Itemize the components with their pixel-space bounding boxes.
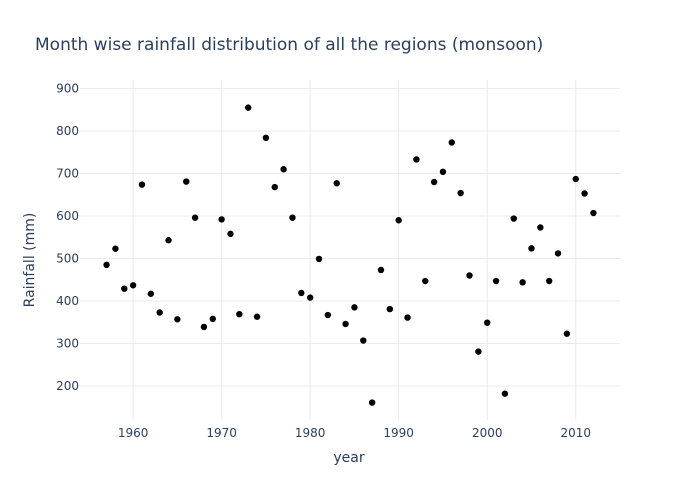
data-point[interactable]: [413, 156, 420, 163]
data-point[interactable]: [439, 168, 447, 175]
data-point[interactable]: [165, 237, 172, 244]
data-point[interactable]: [537, 224, 544, 231]
data-point[interactable]: [404, 314, 411, 321]
data-point[interactable]: [236, 310, 243, 318]
data-point[interactable]: [156, 309, 163, 316]
data-points: [103, 104, 597, 406]
data-point[interactable]: [475, 348, 482, 355]
data-point[interactable]: [191, 214, 199, 221]
data-point[interactable]: [360, 337, 367, 344]
data-point[interactable]: [333, 180, 340, 187]
x-tick-label: 2000: [472, 426, 503, 440]
data-point[interactable]: [377, 266, 385, 274]
y-tick-label: 800: [56, 124, 79, 138]
data-point[interactable]: [271, 183, 278, 191]
x-axis-ticks: 1960 1970 1980 1990 2000 2010: [118, 426, 591, 440]
data-point[interactable]: [448, 139, 456, 146]
data-point[interactable]: [138, 181, 146, 188]
y-axis-title: Rainfall (mm): [22, 213, 38, 308]
data-point[interactable]: [457, 189, 464, 197]
data-point[interactable]: [351, 304, 358, 311]
data-point[interactable]: [244, 104, 252, 111]
x-tick-label: 1980: [295, 426, 326, 440]
data-point[interactable]: [103, 261, 110, 269]
data-point[interactable]: [218, 216, 225, 223]
y-tick-label: 600: [56, 209, 79, 223]
data-point[interactable]: [368, 399, 376, 406]
y-tick-label: 900: [56, 82, 79, 96]
data-point[interactable]: [315, 255, 323, 263]
data-point[interactable]: [174, 316, 181, 323]
data-point[interactable]: [129, 282, 137, 289]
data-point[interactable]: [484, 319, 491, 326]
y-tick-label: 200: [56, 379, 79, 393]
data-point[interactable]: [554, 250, 562, 257]
x-tick-label: 1960: [118, 426, 149, 440]
data-point[interactable]: [528, 245, 535, 252]
data-point[interactable]: [492, 277, 500, 285]
y-tick-label: 300: [56, 337, 79, 351]
data-point[interactable]: [501, 390, 509, 397]
data-point[interactable]: [572, 175, 579, 183]
x-tick-label: 2010: [560, 426, 591, 440]
data-point[interactable]: [466, 272, 473, 279]
data-point[interactable]: [289, 214, 296, 221]
data-point[interactable]: [386, 305, 394, 313]
x-tick-label: 1970: [206, 426, 237, 440]
y-tick-label: 500: [56, 252, 79, 266]
data-point[interactable]: [298, 289, 305, 297]
data-point[interactable]: [147, 290, 155, 297]
chart-title: Month wise rainfall distribution of all …: [35, 35, 543, 55]
x-axis-title: year: [333, 450, 364, 466]
data-point[interactable]: [590, 209, 597, 217]
data-point[interactable]: [183, 178, 190, 185]
data-point[interactable]: [262, 134, 270, 141]
data-point[interactable]: [209, 315, 216, 323]
x-tick-label: 1990: [383, 426, 414, 440]
data-point[interactable]: [280, 166, 287, 173]
y-tick-label: 700: [56, 167, 79, 181]
data-point[interactable]: [510, 215, 517, 222]
y-axis-ticks: 200 300 400 500 600 700 800 900: [56, 82, 79, 394]
data-point[interactable]: [112, 245, 119, 252]
data-point[interactable]: [253, 313, 261, 320]
data-point[interactable]: [342, 320, 349, 328]
grid-lines: [80, 80, 620, 420]
data-point[interactable]: [545, 277, 553, 285]
data-point[interactable]: [306, 294, 314, 301]
data-point[interactable]: [200, 323, 208, 331]
data-point[interactable]: [227, 230, 234, 238]
data-point[interactable]: [581, 190, 588, 197]
data-point[interactable]: [422, 277, 429, 285]
data-point[interactable]: [324, 311, 332, 319]
data-point[interactable]: [430, 178, 438, 186]
data-point[interactable]: [121, 285, 128, 292]
y-tick-label: 400: [56, 294, 79, 308]
data-point[interactable]: [519, 279, 526, 286]
data-point[interactable]: [395, 217, 402, 224]
data-point[interactable]: [563, 330, 571, 337]
